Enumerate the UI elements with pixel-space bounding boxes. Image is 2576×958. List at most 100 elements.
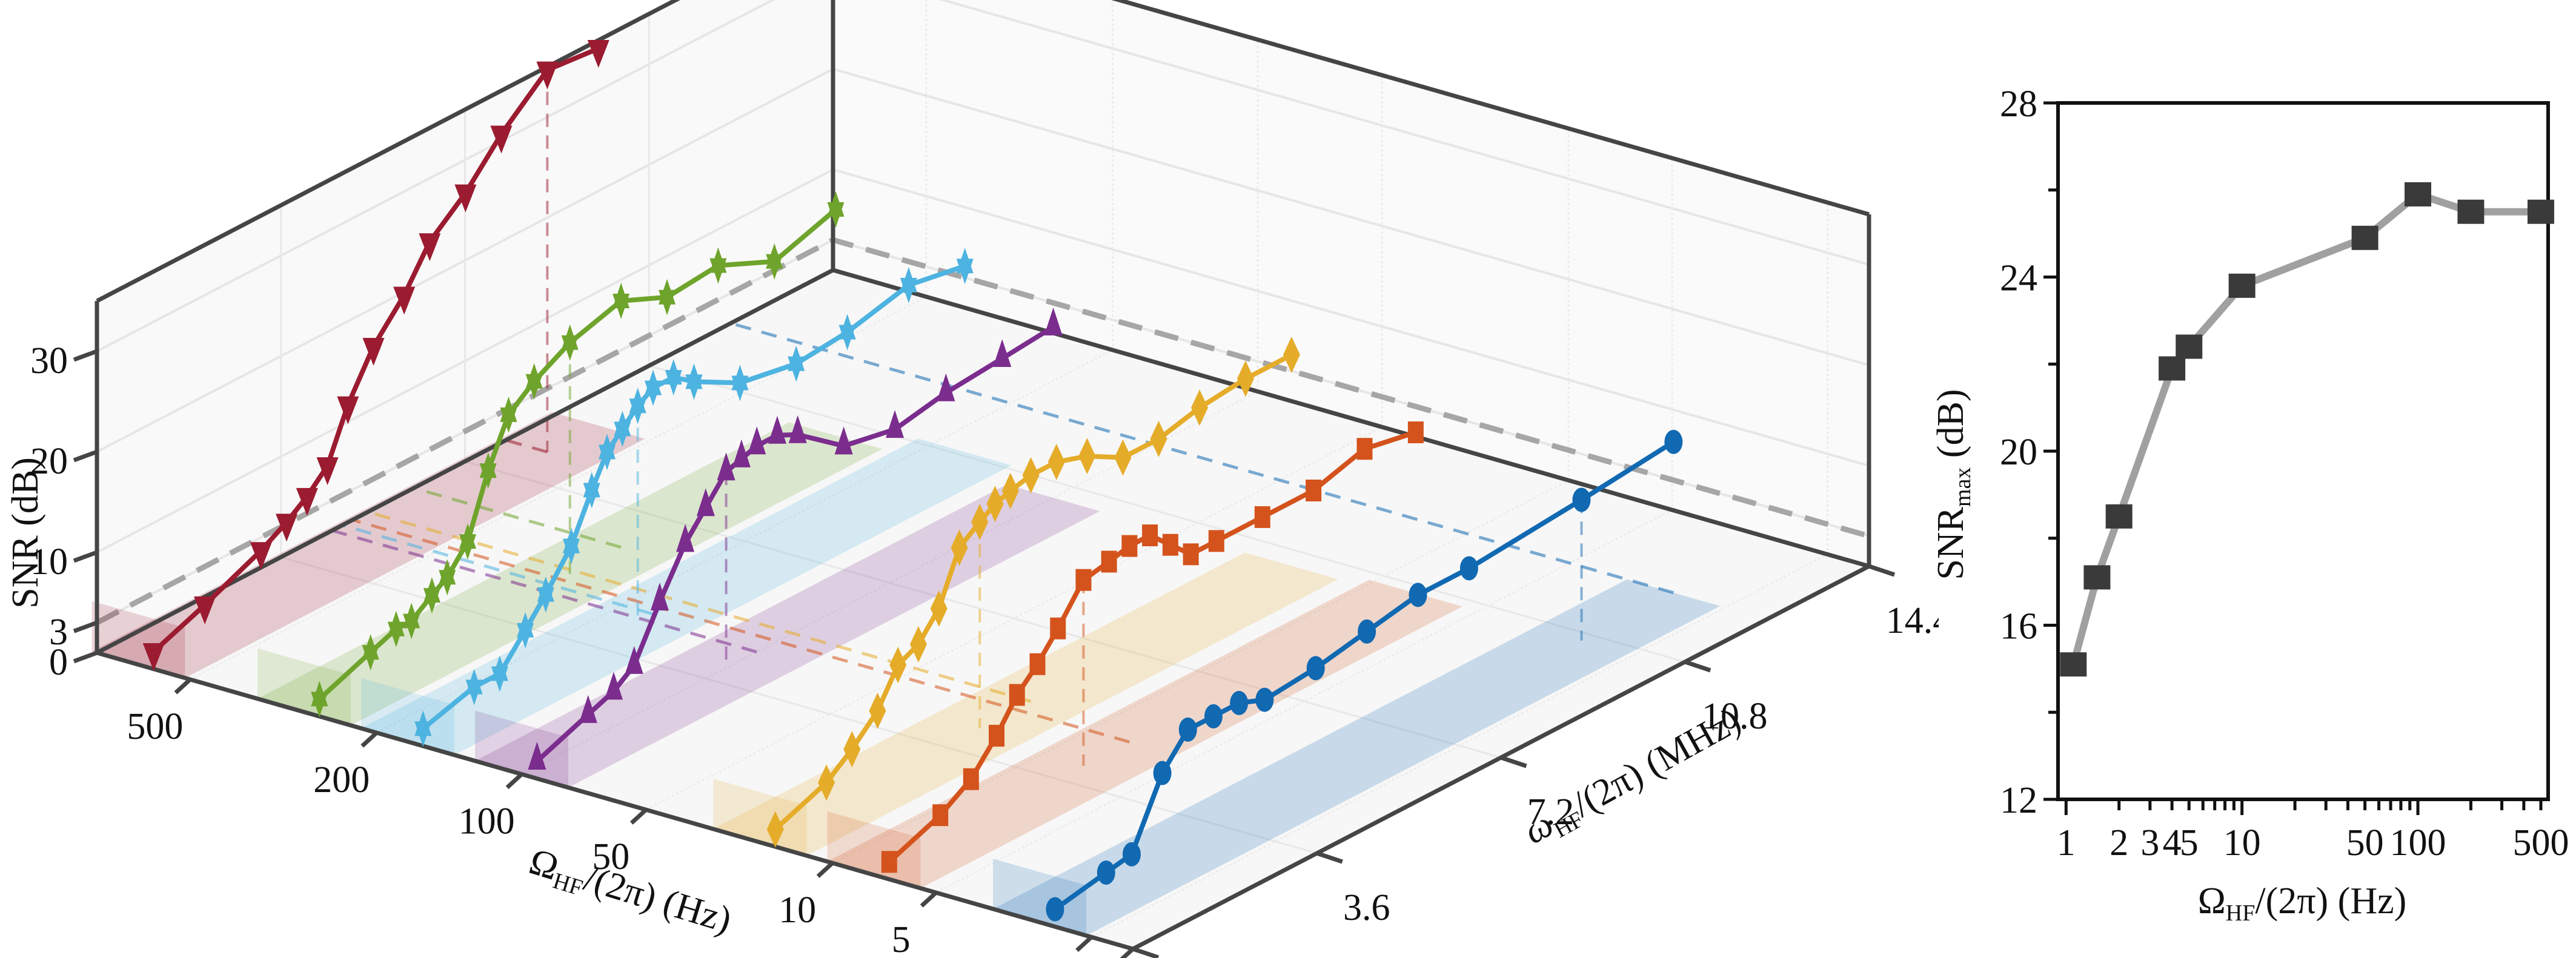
x-tick bbox=[360, 731, 379, 748]
series-marker bbox=[142, 643, 165, 672]
x-tick-label: 500 bbox=[2512, 822, 2569, 864]
series-marker bbox=[604, 672, 623, 700]
x-tick-label: 5 bbox=[892, 919, 911, 958]
series-marker bbox=[1097, 861, 1115, 885]
series-10hz bbox=[766, 336, 1300, 848]
series-marker bbox=[1047, 443, 1065, 480]
z-tick-label: 0 bbox=[49, 642, 68, 683]
y-tick-label: 16 bbox=[2000, 606, 2037, 647]
x-axis-title-rest: /(2π) (Hz) bbox=[579, 857, 736, 941]
series-marker bbox=[788, 415, 807, 443]
y-tick-label: 20 bbox=[2000, 432, 2037, 473]
x-tick-label: 50 bbox=[592, 836, 629, 877]
series-marker bbox=[956, 259, 974, 285]
series-marker bbox=[768, 415, 786, 444]
series-marker bbox=[614, 421, 631, 448]
series-marker bbox=[393, 286, 416, 315]
ribbon-front bbox=[993, 859, 1087, 936]
series-marker bbox=[993, 339, 1012, 368]
series-marker bbox=[491, 666, 508, 692]
x-tick-label: 10 bbox=[2223, 822, 2261, 864]
series-marker bbox=[951, 529, 968, 566]
series-marker bbox=[818, 764, 835, 801]
snr-3d-chart: 500200100501051.1103.67.210.814.40310203… bbox=[5, 0, 1939, 958]
series-marker bbox=[362, 645, 379, 671]
x-tick-label: 2 bbox=[2110, 822, 2128, 864]
series-marker bbox=[1572, 487, 1591, 512]
3d-series bbox=[142, 40, 1683, 922]
z-tick-label: 20 bbox=[30, 441, 68, 482]
series-marker bbox=[439, 570, 456, 596]
series-marker bbox=[731, 375, 749, 401]
series-marker bbox=[465, 679, 483, 705]
x-tick-label: 100 bbox=[2390, 822, 2446, 864]
series-marker bbox=[834, 426, 853, 455]
series-marker bbox=[1306, 656, 1325, 681]
x-tick bbox=[505, 772, 523, 790]
series-marker bbox=[1178, 717, 1197, 742]
ribbon-floor bbox=[827, 580, 1462, 888]
series-marker bbox=[645, 380, 662, 406]
ribbon-floor bbox=[713, 552, 1338, 856]
series-marker bbox=[930, 590, 948, 627]
series-marker bbox=[1029, 653, 1046, 675]
x-tick-label: 3 bbox=[2140, 822, 2159, 864]
series-marker bbox=[900, 277, 917, 303]
y-tick-label: 12 bbox=[2000, 780, 2037, 821]
plot-frame bbox=[2056, 101, 2550, 801]
series-marker bbox=[423, 588, 440, 614]
x-tick-label: 10 bbox=[778, 890, 816, 931]
series-marker bbox=[909, 626, 927, 663]
series-marker bbox=[536, 61, 559, 90]
series-1.1hz bbox=[1046, 429, 1683, 922]
series-marker bbox=[886, 410, 905, 438]
series-marker bbox=[717, 452, 735, 481]
series-marker bbox=[490, 125, 513, 154]
projection-dash bbox=[367, 510, 1032, 703]
ribbon-front bbox=[827, 811, 921, 888]
series-marker bbox=[563, 538, 580, 564]
ribbon-floor bbox=[475, 484, 1100, 788]
series-marker bbox=[625, 646, 643, 674]
series-marker bbox=[1191, 389, 1209, 426]
series-marker bbox=[1162, 534, 1178, 556]
series-marker bbox=[881, 851, 897, 873]
z-tick-label: 10 bbox=[30, 541, 68, 583]
data-point bbox=[2351, 225, 2378, 250]
series-marker bbox=[696, 488, 715, 517]
y-tick-label: 14.4 bbox=[1886, 600, 1939, 641]
snr-max-markers bbox=[2060, 182, 2554, 677]
series-marker bbox=[1142, 524, 1158, 547]
series-marker bbox=[843, 731, 861, 768]
series-marker bbox=[337, 396, 359, 424]
series-marker bbox=[629, 398, 646, 424]
y-axis-title-rest: /(2π) (MHz) bbox=[1566, 699, 1748, 825]
series-marker bbox=[963, 768, 979, 790]
series-marker bbox=[827, 202, 845, 228]
series-marker bbox=[1283, 336, 1300, 373]
projection-dash bbox=[413, 486, 622, 549]
z-tick bbox=[73, 449, 98, 463]
series-marker bbox=[316, 457, 339, 486]
2d-y-title-sub: max bbox=[1950, 467, 1976, 507]
data-point bbox=[2105, 504, 2133, 529]
ribbon-floor bbox=[91, 412, 645, 678]
series-marker bbox=[599, 444, 616, 471]
series-marker bbox=[587, 40, 609, 68]
series-marker bbox=[1358, 619, 1376, 644]
series-marker bbox=[250, 542, 272, 570]
projection-dash bbox=[352, 518, 1130, 744]
series-marker bbox=[525, 374, 543, 400]
series-marker bbox=[1459, 556, 1478, 581]
series-marker bbox=[1664, 429, 1683, 454]
series-marker bbox=[676, 524, 695, 552]
projection-dash bbox=[505, 438, 548, 454]
series-marker bbox=[1101, 550, 1117, 573]
series-marker bbox=[650, 582, 669, 610]
y-tick bbox=[1500, 755, 1527, 768]
2d-x-title-sub: HF bbox=[2226, 900, 2256, 926]
series-marker bbox=[1255, 687, 1274, 712]
projection-dash bbox=[730, 322, 1675, 595]
series-marker bbox=[561, 335, 579, 361]
series-marker bbox=[1078, 438, 1096, 475]
